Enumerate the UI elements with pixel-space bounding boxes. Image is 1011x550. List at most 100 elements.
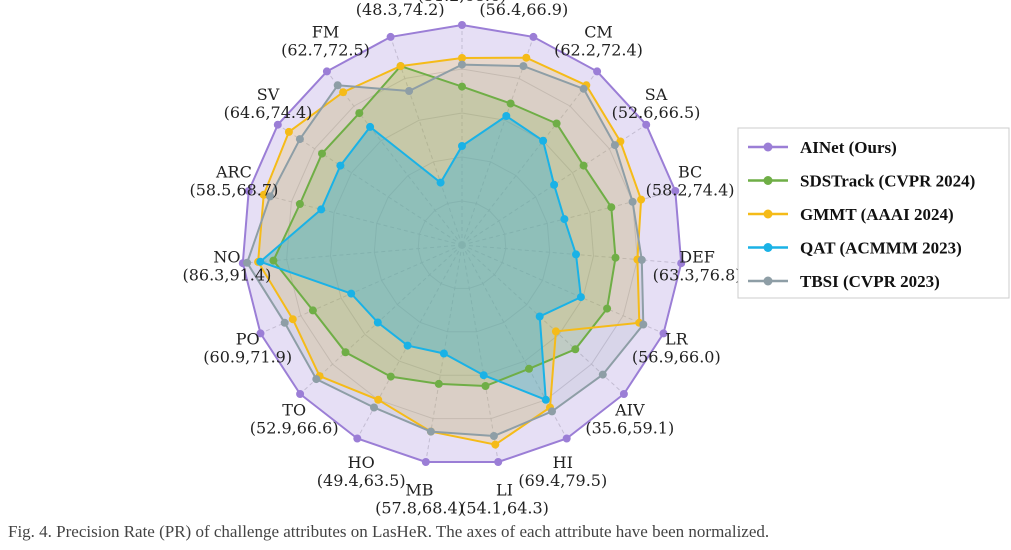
grid-ring xyxy=(373,156,551,333)
axis-range-sa: (52.6,66.5) xyxy=(612,103,701,122)
axis-range-cm: (62.2,72.4) xyxy=(554,40,643,59)
grid-spoke xyxy=(390,36,463,246)
axis-range-po: (60.9,71.9) xyxy=(203,348,292,367)
grid-spoke xyxy=(277,124,463,246)
series-point-4-8 xyxy=(548,407,556,416)
grid-spoke xyxy=(461,36,534,246)
legend-marker-0 xyxy=(763,142,773,152)
series-point-3-12 xyxy=(373,318,382,327)
series-point-1-2 xyxy=(552,119,561,128)
grid-spoke xyxy=(461,71,598,246)
axis-range-bc: (58.2,74.4) xyxy=(646,181,735,200)
series-point-1-14 xyxy=(269,256,278,265)
series-point-1-12 xyxy=(341,348,350,357)
axis-label-mb: MB xyxy=(405,481,433,500)
series-point-1-16 xyxy=(318,149,326,158)
series-point-0-2 xyxy=(593,67,602,76)
series-point-1-3 xyxy=(579,161,588,170)
label-layer: FL(51.2,68.6)TC(56.4,66.9)CM(62.2,72.4)S… xyxy=(182,0,741,518)
series-point-4-18 xyxy=(405,87,414,95)
series-point-0-0 xyxy=(458,21,466,29)
grid-spoke xyxy=(248,190,463,246)
series-point-3-3 xyxy=(550,180,559,189)
axis-label-aiv: AIV xyxy=(614,401,645,420)
series-point-4-6 xyxy=(639,320,648,329)
axis-label-sa: SA xyxy=(645,85,668,104)
series-point-3-1 xyxy=(502,112,511,120)
legend-marker-3 xyxy=(763,243,773,252)
axis-range-ho: (49.4,63.5) xyxy=(317,471,406,490)
series-point-4-14 xyxy=(243,258,252,267)
series-point-3-15 xyxy=(317,205,326,214)
figure-caption: Fig. 4. Precision Rate (PR) of challenge… xyxy=(8,522,770,541)
series-line-3 xyxy=(258,114,582,402)
legend-marker-2 xyxy=(763,209,773,219)
series-point-0-16 xyxy=(273,120,282,129)
series-point-4-3 xyxy=(610,141,619,150)
series-point-2-13 xyxy=(288,315,297,324)
axis-label-li: LI xyxy=(496,481,513,500)
axis-range-lr: (56.9,66.0) xyxy=(632,348,721,367)
axis-label-ov: OV xyxy=(388,0,413,1)
series-point-4-1 xyxy=(519,62,528,71)
series-point-4-9 xyxy=(489,432,498,440)
series-point-3-16 xyxy=(336,161,345,170)
axis-range-li: (54.1,64.3) xyxy=(460,499,549,518)
grid-spoke xyxy=(242,244,463,264)
axis-range-arc: (58.5,68.7) xyxy=(189,181,278,200)
legend-label-2: GMMT (AAAI 2024) xyxy=(800,205,954,224)
grid-ring xyxy=(329,112,595,376)
axis-label-lr: LR xyxy=(665,330,689,349)
series-point-0-1 xyxy=(529,32,538,41)
legend-label-4: TBSI (CVPR 2023) xyxy=(800,272,940,291)
grid-spoke xyxy=(461,244,499,463)
axis-label-fm: FM xyxy=(312,22,339,41)
series-point-1-13 xyxy=(308,306,317,315)
axis-range-sv: (64.6,74.4) xyxy=(224,103,313,122)
series-point-1-1 xyxy=(506,99,515,108)
axis-range-no: (86.3,91.4) xyxy=(182,265,271,284)
series-point-0-7 xyxy=(619,390,628,398)
axis-label-hi: HI xyxy=(553,453,573,472)
series-point-0-8 xyxy=(562,434,571,443)
series-point-3-5 xyxy=(572,250,580,259)
series-point-4-12 xyxy=(312,375,321,384)
series-point-0-11 xyxy=(353,434,362,443)
series-point-4-7 xyxy=(598,370,607,379)
series-area-2 xyxy=(258,57,642,445)
legend-marker-1 xyxy=(763,176,773,185)
axis-range-aiv: (35.6,59.1) xyxy=(585,419,674,438)
series-point-1-15 xyxy=(295,200,304,208)
series-point-1-9 xyxy=(481,382,490,390)
series-point-3-14 xyxy=(256,257,265,266)
legend-marker-4 xyxy=(763,276,773,286)
axis-range-def: (63.3,76.8) xyxy=(653,265,742,284)
axis-label-to: TO xyxy=(282,401,306,420)
series-point-1-6 xyxy=(603,304,612,313)
series-point-1-0 xyxy=(458,82,466,91)
series-point-3-13 xyxy=(347,289,356,298)
series-point-0-17 xyxy=(322,67,331,76)
series-point-3-18 xyxy=(436,178,445,187)
grid-spoke xyxy=(326,71,463,246)
axis-label-def: DEF xyxy=(679,247,715,266)
legend-label-3: QAT (ACMMM 2023) xyxy=(800,239,962,258)
series-point-3-0 xyxy=(458,142,466,150)
series-point-4-2 xyxy=(579,84,588,93)
series-point-3-4 xyxy=(560,215,569,224)
series-area-1 xyxy=(273,66,616,386)
axis-label-bc: BC xyxy=(678,163,702,182)
axis-label-sv: SV xyxy=(257,85,280,104)
axis-range-ov: (48.3,74.2) xyxy=(356,0,445,19)
series-point-1-8 xyxy=(525,364,533,373)
axis-label-ho: HO xyxy=(348,453,375,472)
series-point-2-1 xyxy=(522,53,531,62)
axis-label-cm: CM xyxy=(584,22,613,41)
grid-spoke xyxy=(461,244,625,395)
grid-spoke xyxy=(299,244,463,395)
series-point-2-16 xyxy=(284,127,293,136)
legend: AINet (Ours) SDSTrack (CVPR 2024) GMMT (AA… xyxy=(737,127,1010,299)
series-point-2-9 xyxy=(491,440,500,449)
axis-range-fm: (62.7,72.5) xyxy=(281,40,370,59)
